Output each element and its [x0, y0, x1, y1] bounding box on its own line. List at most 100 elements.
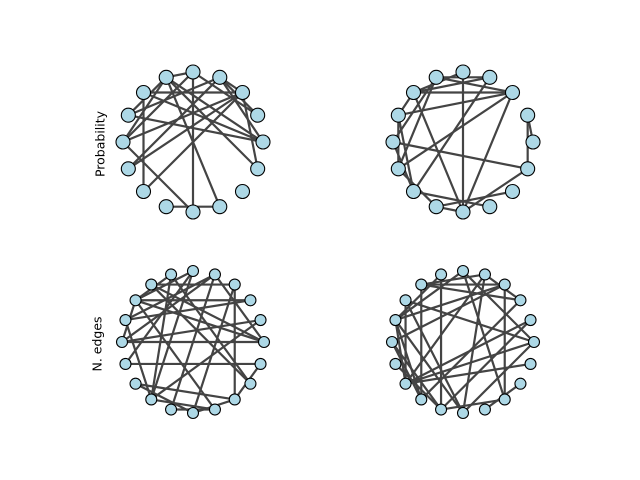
edge-12-15 — [134, 382, 195, 415]
node-1 — [250, 107, 266, 123]
edge-4-1 — [191, 70, 259, 117]
edge-0-4 — [213, 273, 266, 344]
edge-1-14 — [439, 318, 532, 411]
network-n-edges-left — [115, 264, 271, 420]
edge-3-0 — [218, 76, 265, 144]
edge-0-12 — [404, 340, 536, 385]
edge-3-6 — [412, 76, 491, 94]
nodes-n-edges-left — [115, 264, 271, 420]
node-3 — [212, 69, 228, 85]
edge-8-5 — [121, 76, 168, 144]
node-2 — [504, 84, 521, 101]
node-4 — [455, 64, 471, 80]
edge-5-15 — [165, 76, 259, 170]
edge-5-13 — [150, 269, 195, 401]
edge-13-16 — [150, 398, 217, 411]
node-14 — [165, 403, 178, 416]
node-14 — [435, 403, 448, 416]
network-panels — [115, 64, 541, 420]
node-6 — [165, 268, 178, 281]
edge-10-13 — [412, 190, 491, 208]
node-0 — [255, 134, 271, 150]
node-15 — [456, 406, 470, 420]
edge-5-9 — [397, 76, 438, 170]
node-10 — [385, 335, 399, 349]
row-label-probability: Probability — [93, 110, 108, 177]
edge-8-4 — [121, 70, 195, 144]
node-4 — [208, 268, 221, 281]
edge-2-12 — [461, 91, 514, 214]
node-2 — [244, 294, 257, 307]
node-1 — [524, 314, 537, 327]
edge-2-7 — [397, 91, 514, 117]
node-1 — [520, 107, 536, 123]
network-probability-left — [115, 64, 271, 220]
node-7 — [120, 107, 136, 123]
edge-5-8 — [134, 269, 195, 302]
node-3 — [482, 69, 498, 85]
node-8 — [129, 294, 142, 307]
edge-5-17 — [461, 269, 506, 401]
edge-4-14 — [169, 273, 217, 411]
edges-n-edges-left — [120, 269, 266, 415]
node-4 — [185, 64, 201, 80]
edge-8-15 — [391, 140, 529, 170]
node-10 — [405, 183, 422, 200]
edge-5-13 — [165, 76, 221, 208]
row-label-n-edges: N. edges — [90, 316, 105, 371]
node-18 — [514, 377, 527, 390]
node-9 — [120, 161, 136, 177]
edge-7-10 — [397, 114, 415, 193]
node-15 — [520, 161, 536, 177]
edge-0-5 — [461, 269, 536, 344]
node-5 — [186, 264, 200, 278]
node-13 — [482, 199, 498, 215]
nodes-probability-right — [385, 64, 541, 220]
node-5 — [158, 69, 174, 85]
edge-4-12 — [404, 273, 487, 385]
node-11 — [428, 199, 444, 215]
edge-4-9 — [124, 273, 217, 322]
edge-8-16 — [134, 299, 217, 411]
node-15 — [250, 161, 266, 177]
edge-9-2 — [127, 91, 244, 170]
node-16 — [478, 403, 491, 416]
edge-3-15 — [191, 283, 236, 415]
edge-3-10 — [390, 283, 506, 344]
node-0 — [527, 335, 541, 349]
node-18 — [244, 377, 257, 390]
node-9 — [389, 314, 402, 327]
edge-7-0 — [127, 114, 265, 144]
node-2 — [514, 294, 527, 307]
node-3 — [498, 278, 511, 291]
edge-2-5 — [435, 76, 514, 94]
node-13 — [145, 393, 158, 406]
edge-1-13 — [150, 318, 262, 401]
edge-6-12 — [412, 91, 465, 214]
edge-5-9 — [394, 269, 465, 322]
row-label-probability-text: Probability — [93, 110, 108, 177]
edge-10-13 — [390, 340, 423, 401]
node-7 — [415, 278, 428, 291]
nodes-probability-left — [115, 64, 271, 220]
node-1 — [254, 314, 267, 327]
node-3 — [228, 278, 241, 291]
node-16 — [208, 403, 221, 416]
node-6 — [405, 84, 422, 101]
nodes-n-edges-right — [385, 264, 541, 420]
edge-8-15 — [404, 299, 465, 415]
node-12 — [455, 204, 471, 220]
node-19 — [524, 357, 537, 370]
node-11 — [119, 357, 132, 370]
node-15 — [186, 406, 200, 420]
node-12 — [129, 377, 142, 390]
node-7 — [390, 107, 406, 123]
edge-5-11 — [124, 269, 195, 366]
row-label-n-edges-text: N. edges — [90, 316, 105, 371]
node-12 — [399, 377, 412, 390]
edge-4-10 — [120, 273, 217, 344]
node-6 — [135, 84, 152, 101]
node-9 — [119, 314, 132, 327]
